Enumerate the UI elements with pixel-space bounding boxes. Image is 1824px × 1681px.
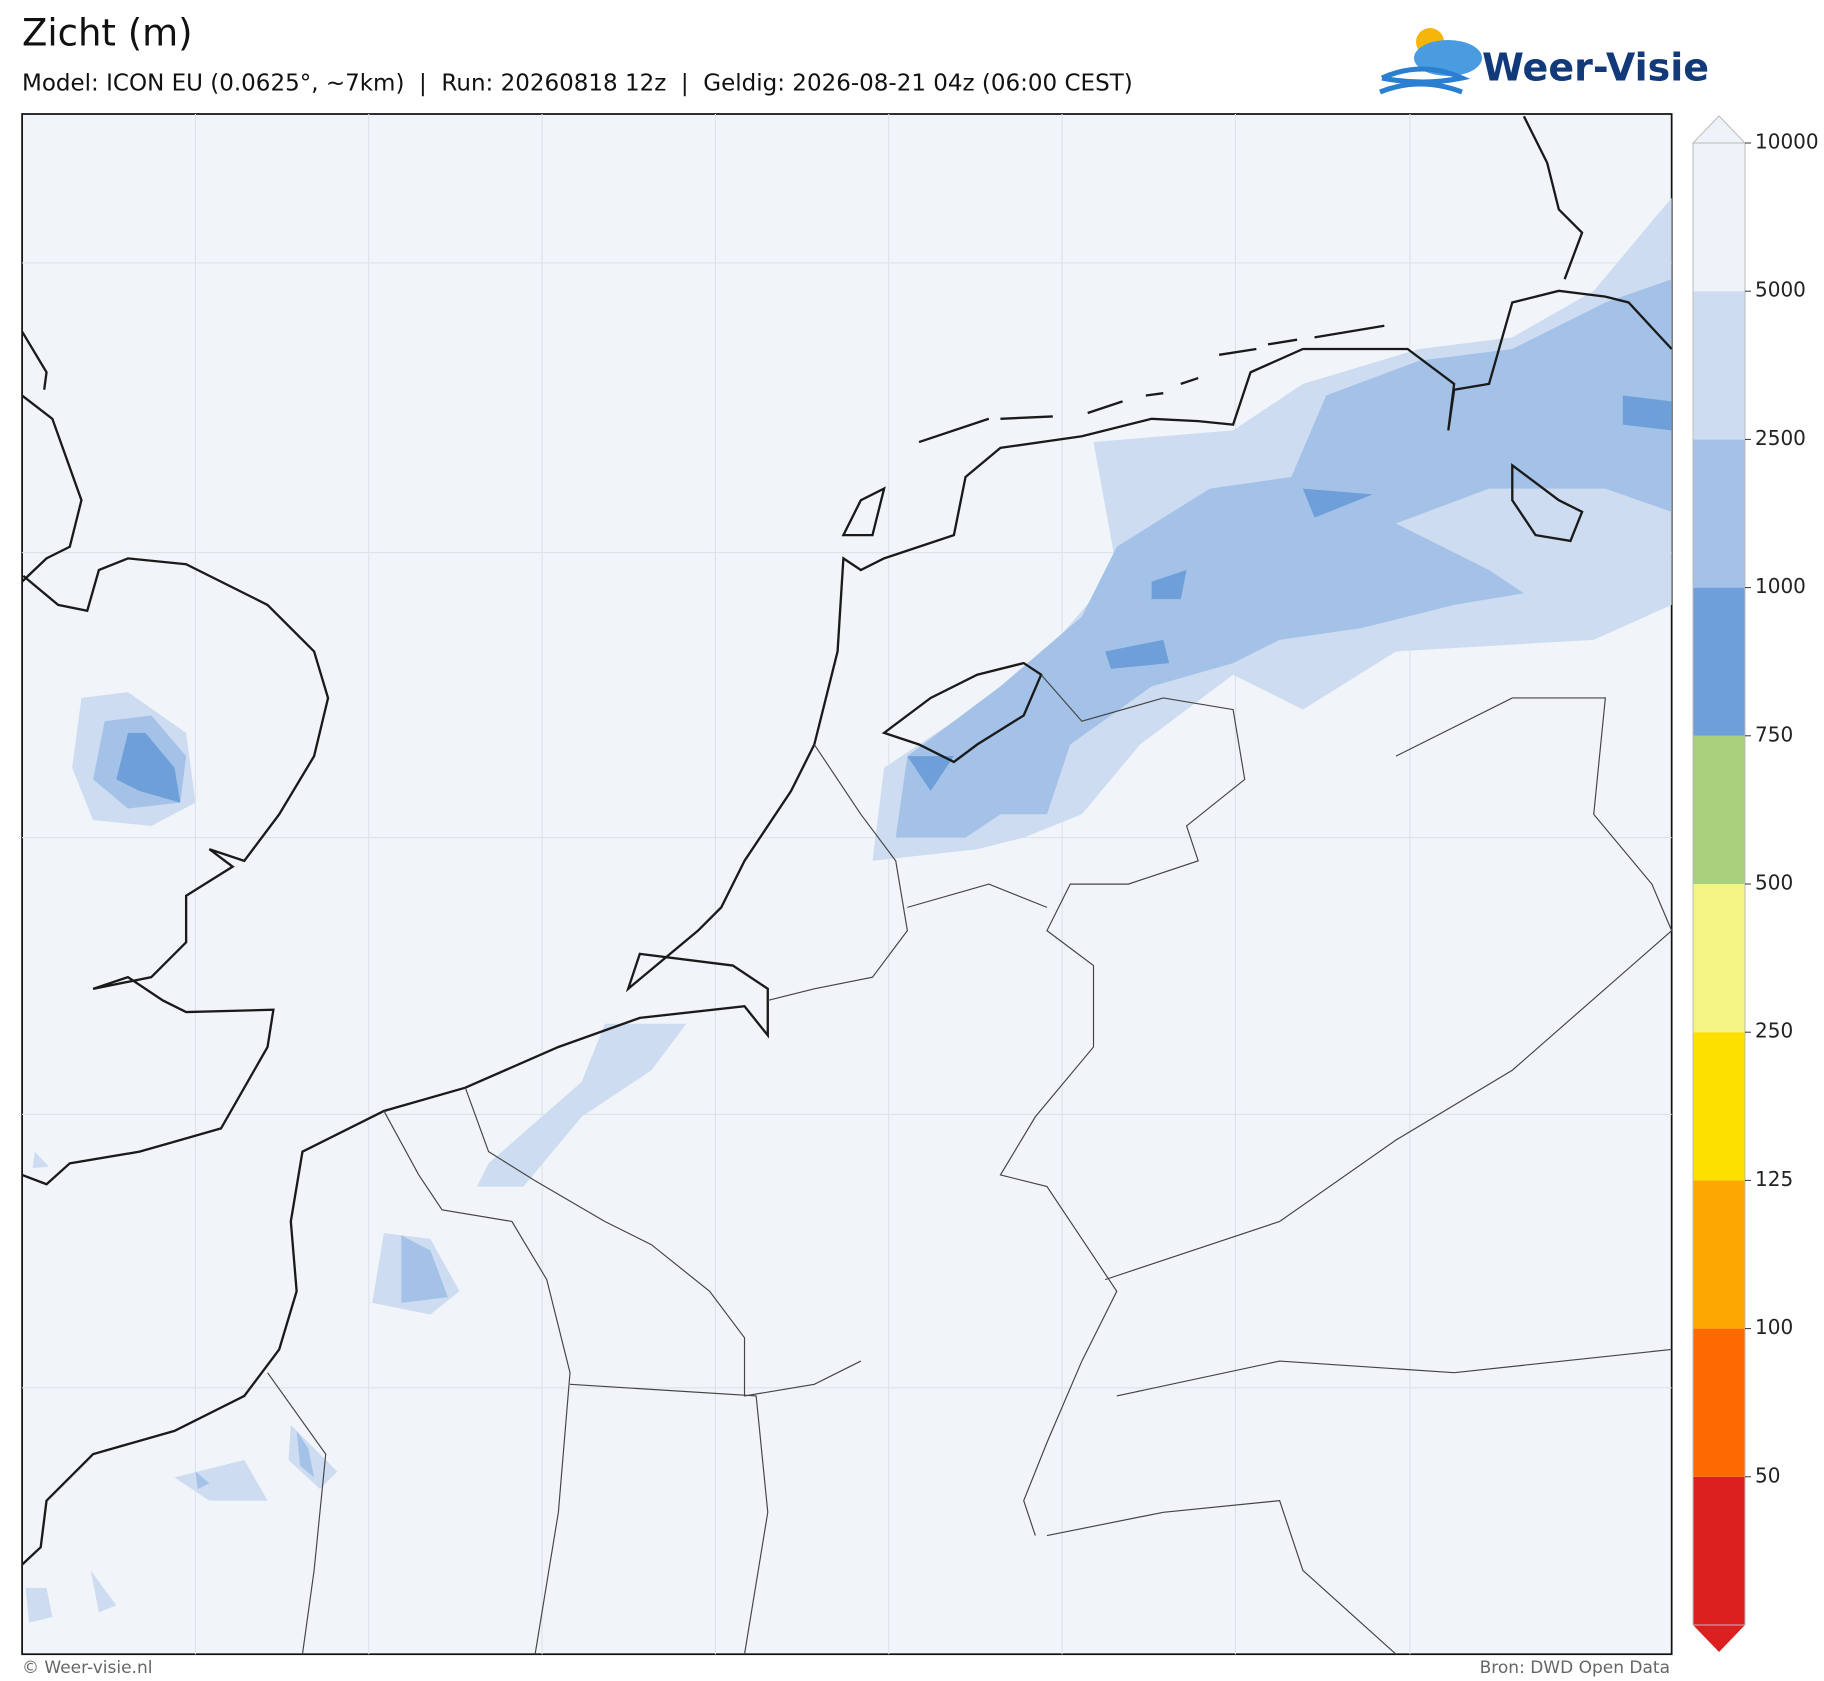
- colorbar-extension-bottom: [1693, 1625, 1745, 1652]
- colorbar-segment: [1693, 143, 1745, 292]
- colorbar-segment: [1693, 1032, 1745, 1181]
- colorbar-tick-label: 750: [1755, 722, 1793, 746]
- footer-left: © Weer-visie.nl: [22, 1658, 152, 1678]
- colorbar-tick-label: 5000: [1755, 278, 1806, 302]
- colorbar-segment: [1693, 884, 1745, 1033]
- map: [21, 113, 1673, 1656]
- colorbar-segment: [1693, 439, 1745, 588]
- colorbar-segment: [1693, 291, 1745, 440]
- borders: [267, 674, 1673, 1655]
- colorbar-tick-label: 100: [1755, 1315, 1793, 1339]
- footer-right: Bron: DWD Open Data: [1480, 1658, 1670, 1678]
- logo-text: Weer-Visie: [1482, 46, 1709, 90]
- colorbar-tick-label: 10000: [1755, 130, 1819, 154]
- colorbar-extension-top: [1691, 115, 1747, 144]
- colorbar-tick-label: 2500: [1755, 426, 1806, 450]
- colorbar-segment: [1693, 1476, 1745, 1625]
- colorbar: 50 100 125 250 500 750 1000 2500 5000 10000: [1691, 115, 1819, 1652]
- subtitle: Model: ICON EU (0.0625°, ~7km) | Run: 20…: [22, 71, 1133, 97]
- colorbar-tick-label: 50: [1755, 1463, 1780, 1487]
- coastlines: [21, 115, 1673, 1566]
- colorbar-tick-label: 125: [1755, 1167, 1793, 1191]
- logo: Weer-Visie: [1379, 28, 1709, 95]
- colorbar-tick-label: 500: [1755, 871, 1793, 895]
- colorbar-segment: [1693, 735, 1745, 884]
- visibility-fields: [25, 197, 1672, 1623]
- title: Zicht (m): [22, 12, 193, 55]
- colorbar-segment: [1693, 1180, 1745, 1329]
- colorbar-tick-label: 250: [1755, 1019, 1793, 1043]
- colorbar-segment: [1693, 1328, 1745, 1477]
- colorbar-segment: [1693, 587, 1745, 736]
- colorbar-tick-label: 1000: [1755, 574, 1806, 598]
